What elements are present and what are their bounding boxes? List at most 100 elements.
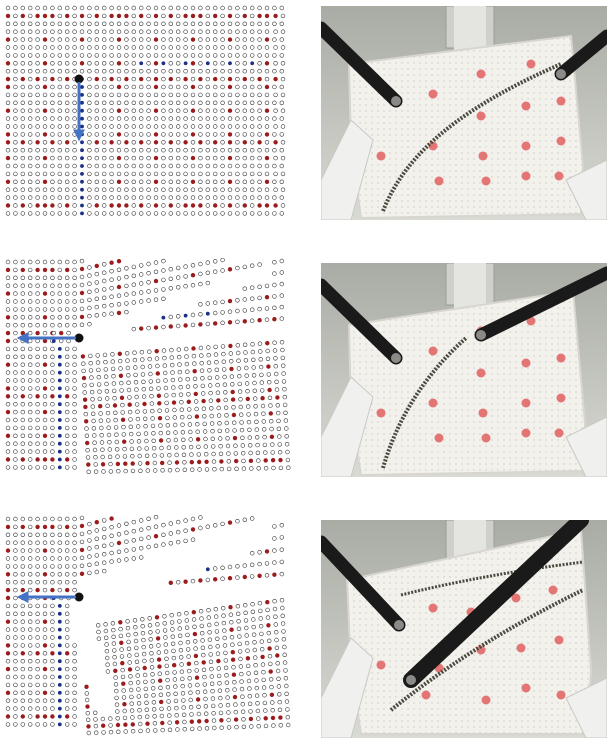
- mesh-node: [178, 392, 184, 397]
- mesh-node: [272, 21, 277, 26]
- mesh-node: [80, 203, 84, 208]
- mesh-node: [168, 29, 174, 34]
- mesh-node: [146, 100, 151, 106]
- mesh-node: [51, 330, 56, 336]
- mesh-node: [42, 132, 48, 137]
- mesh-node: [64, 722, 70, 727]
- mesh-node: [139, 179, 144, 185]
- mesh-node: [131, 132, 137, 137]
- mesh-node: [103, 374, 109, 379]
- mesh-node: [28, 53, 33, 58]
- mesh-node: [176, 92, 181, 98]
- mesh-node: [214, 359, 219, 365]
- mesh-node: [20, 690, 25, 696]
- mesh-node: [125, 625, 131, 631]
- mesh-node: [167, 468, 173, 473]
- mesh-node: [64, 307, 70, 312]
- mesh-node: [95, 353, 100, 358]
- mesh-node: [186, 392, 191, 397]
- mesh-node: [250, 179, 255, 185]
- mesh-node: [82, 383, 87, 388]
- mesh-node: [246, 671, 251, 676]
- mesh-node: [176, 140, 181, 145]
- mesh-node: [64, 441, 70, 446]
- mesh-node: [91, 426, 97, 431]
- mesh-node: [13, 354, 18, 360]
- mesh-node: [185, 632, 190, 638]
- mesh-node: [80, 140, 84, 145]
- mesh-node: [50, 275, 55, 280]
- mesh-node: [64, 259, 70, 265]
- mesh-node: [260, 396, 265, 401]
- mesh-node: [129, 694, 134, 700]
- mesh-node: [201, 667, 207, 673]
- mesh-node: [124, 53, 129, 58]
- tissue-marker: [554, 428, 564, 438]
- mesh-node: [42, 203, 48, 208]
- mesh-node: [205, 171, 211, 177]
- mesh-node: [188, 429, 193, 435]
- mesh-node: [28, 651, 33, 656]
- mesh-node: [238, 664, 244, 669]
- mesh-node: [274, 387, 280, 392]
- mesh-node: [101, 730, 106, 735]
- mesh-node: [247, 694, 253, 699]
- mesh-node: [35, 524, 40, 530]
- surgical-instrument: [554, 29, 607, 81]
- mesh-node: [196, 711, 202, 717]
- mesh-node: [229, 358, 234, 364]
- mesh-node: [176, 579, 181, 585]
- mesh-node: [257, 45, 262, 50]
- mesh-node: [214, 614, 219, 619]
- mesh-node: [13, 37, 18, 42]
- mesh-node: [57, 108, 62, 113]
- mesh-node: [5, 402, 11, 407]
- mesh-node: [269, 419, 274, 424]
- mesh-node: [99, 425, 104, 431]
- mesh-node: [109, 211, 114, 216]
- mesh-node: [156, 657, 162, 662]
- mesh-node: [153, 29, 159, 34]
- mesh-node: [116, 540, 122, 546]
- mesh-node: [248, 709, 253, 714]
- mesh-node: [206, 345, 211, 350]
- mesh-node: [243, 350, 248, 355]
- mesh-node: [57, 5, 62, 11]
- mesh-node: [205, 301, 211, 306]
- mesh-node: [42, 346, 48, 352]
- mesh-node: [87, 100, 92, 106]
- mesh-node: [42, 449, 48, 454]
- mesh-node: [64, 540, 70, 545]
- mesh-node: [42, 666, 48, 672]
- mesh-node: [137, 453, 142, 459]
- mesh-node: [94, 271, 100, 277]
- mesh-node: [257, 306, 262, 312]
- mesh-node: [242, 517, 248, 523]
- simulation-mesh-3: [5, 515, 291, 736]
- mesh-node: [282, 387, 287, 392]
- mesh-node: [87, 61, 92, 66]
- mesh-node: [273, 614, 278, 619]
- mesh-node: [198, 76, 203, 82]
- mesh-node: [28, 179, 33, 185]
- mesh-node: [5, 627, 11, 632]
- mesh-node: [94, 296, 100, 301]
- mesh-node: [176, 13, 181, 19]
- mesh-node: [227, 45, 233, 50]
- mesh-node: [106, 425, 111, 430]
- mesh-node: [35, 203, 40, 208]
- mesh-node: [149, 658, 155, 663]
- mesh-node: [227, 148, 233, 153]
- mesh-node: [64, 45, 70, 50]
- mesh-node: [209, 421, 215, 426]
- mesh-node: [168, 276, 174, 281]
- mesh-node: [241, 451, 246, 456]
- mesh-node: [13, 29, 18, 34]
- mesh-node: [183, 579, 188, 584]
- mesh-node: [28, 548, 33, 553]
- mesh-node: [57, 13, 62, 19]
- mesh-node: [265, 607, 270, 613]
- mesh-node: [64, 291, 70, 296]
- mesh-node: [136, 431, 141, 437]
- mesh-node: [79, 515, 85, 521]
